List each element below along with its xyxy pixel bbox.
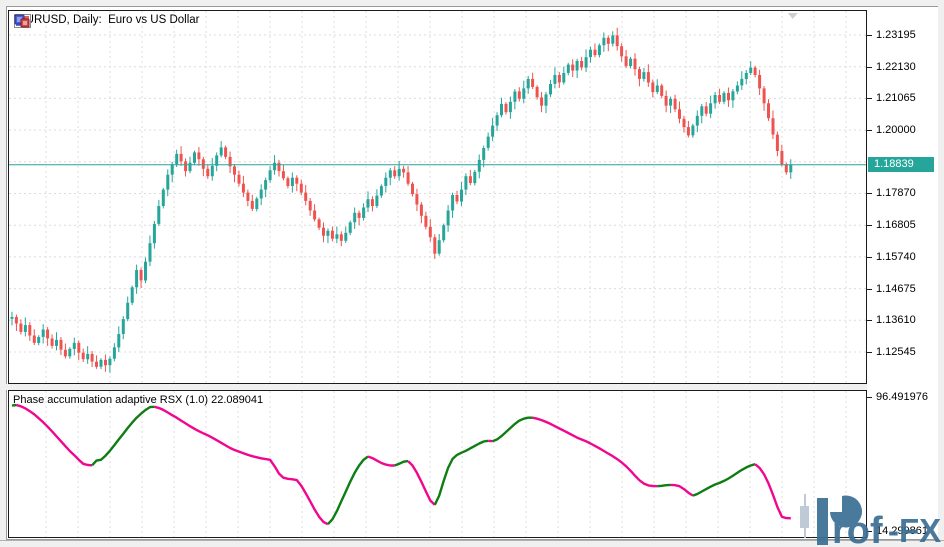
chart-title-bar: EURUSD, Daily: Euro vs US Dollar: [14, 14, 200, 28]
price-tick-mark: [867, 67, 872, 68]
logo-text-fx: -FX: [888, 512, 941, 546]
chart-windows-icon: [14, 14, 30, 28]
price-tick-label: 1.16805: [876, 219, 916, 231]
price-tick-label: 1.21065: [876, 92, 916, 104]
price-tick-label: 1.23195: [876, 29, 916, 41]
price-tick-label: 1.15740: [876, 251, 916, 263]
autoscroll-marker-icon: [787, 13, 798, 19]
price-tick-mark: [867, 98, 872, 99]
indicator-tick-label: 96.491976: [876, 391, 928, 403]
indicator-tick-label: 14.299861: [876, 525, 928, 537]
candlestick-series: [10, 27, 793, 373]
price-chart-panel[interactable]: EURUSD, Daily: Euro vs US Dollar: [8, 10, 867, 384]
price-tick-label: 1.20000: [876, 124, 916, 136]
prof-fx-logo: rof -FX: [800, 494, 941, 546]
indicator-tick-mark: [867, 531, 872, 532]
logo-text-rof: rof: [832, 510, 883, 546]
price-tick-mark: [867, 320, 872, 321]
indicator-line-chart: [11, 391, 847, 537]
price-tick-mark: [867, 130, 872, 131]
price-tick-label: 1.17870: [876, 187, 916, 199]
price-tick-mark: [867, 193, 872, 194]
price-tick-label: 1.22130: [876, 61, 916, 73]
indicator-tick-mark: [867, 397, 872, 398]
price-axis[interactable]: 1.23195 1.22130 1.21065 1.20000 1.17870 1.168…: [867, 7, 938, 539]
indicator-panel[interactable]: Phase accumulation adaptive RSX (1.0) 22…: [8, 390, 867, 538]
price-tick-mark: [867, 289, 872, 290]
window-right-frame: [939, 7, 944, 539]
chart-title: EURUSD, Daily: Euro vs US Dollar: [18, 14, 200, 26]
candlestick-chart: [9, 11, 866, 383]
window-bottom-frame: [0, 540, 944, 547]
price-tick-label: 1.14675: [876, 283, 916, 295]
current-price-badge: 1.18839: [868, 157, 934, 172]
price-tick-label: 1.13610: [876, 314, 916, 326]
indicator-label: Phase accumulation adaptive RSX (1.0) 22…: [13, 394, 264, 406]
rsx-indicator-line: [11, 403, 791, 526]
price-tick-label: 1.12545: [876, 346, 916, 358]
price-tick-mark: [867, 257, 872, 258]
price-tick-mark: [867, 35, 872, 36]
price-tick-mark: [867, 352, 872, 353]
price-tick-mark: [867, 225, 872, 226]
panel-splitter[interactable]: [0, 384, 944, 390]
